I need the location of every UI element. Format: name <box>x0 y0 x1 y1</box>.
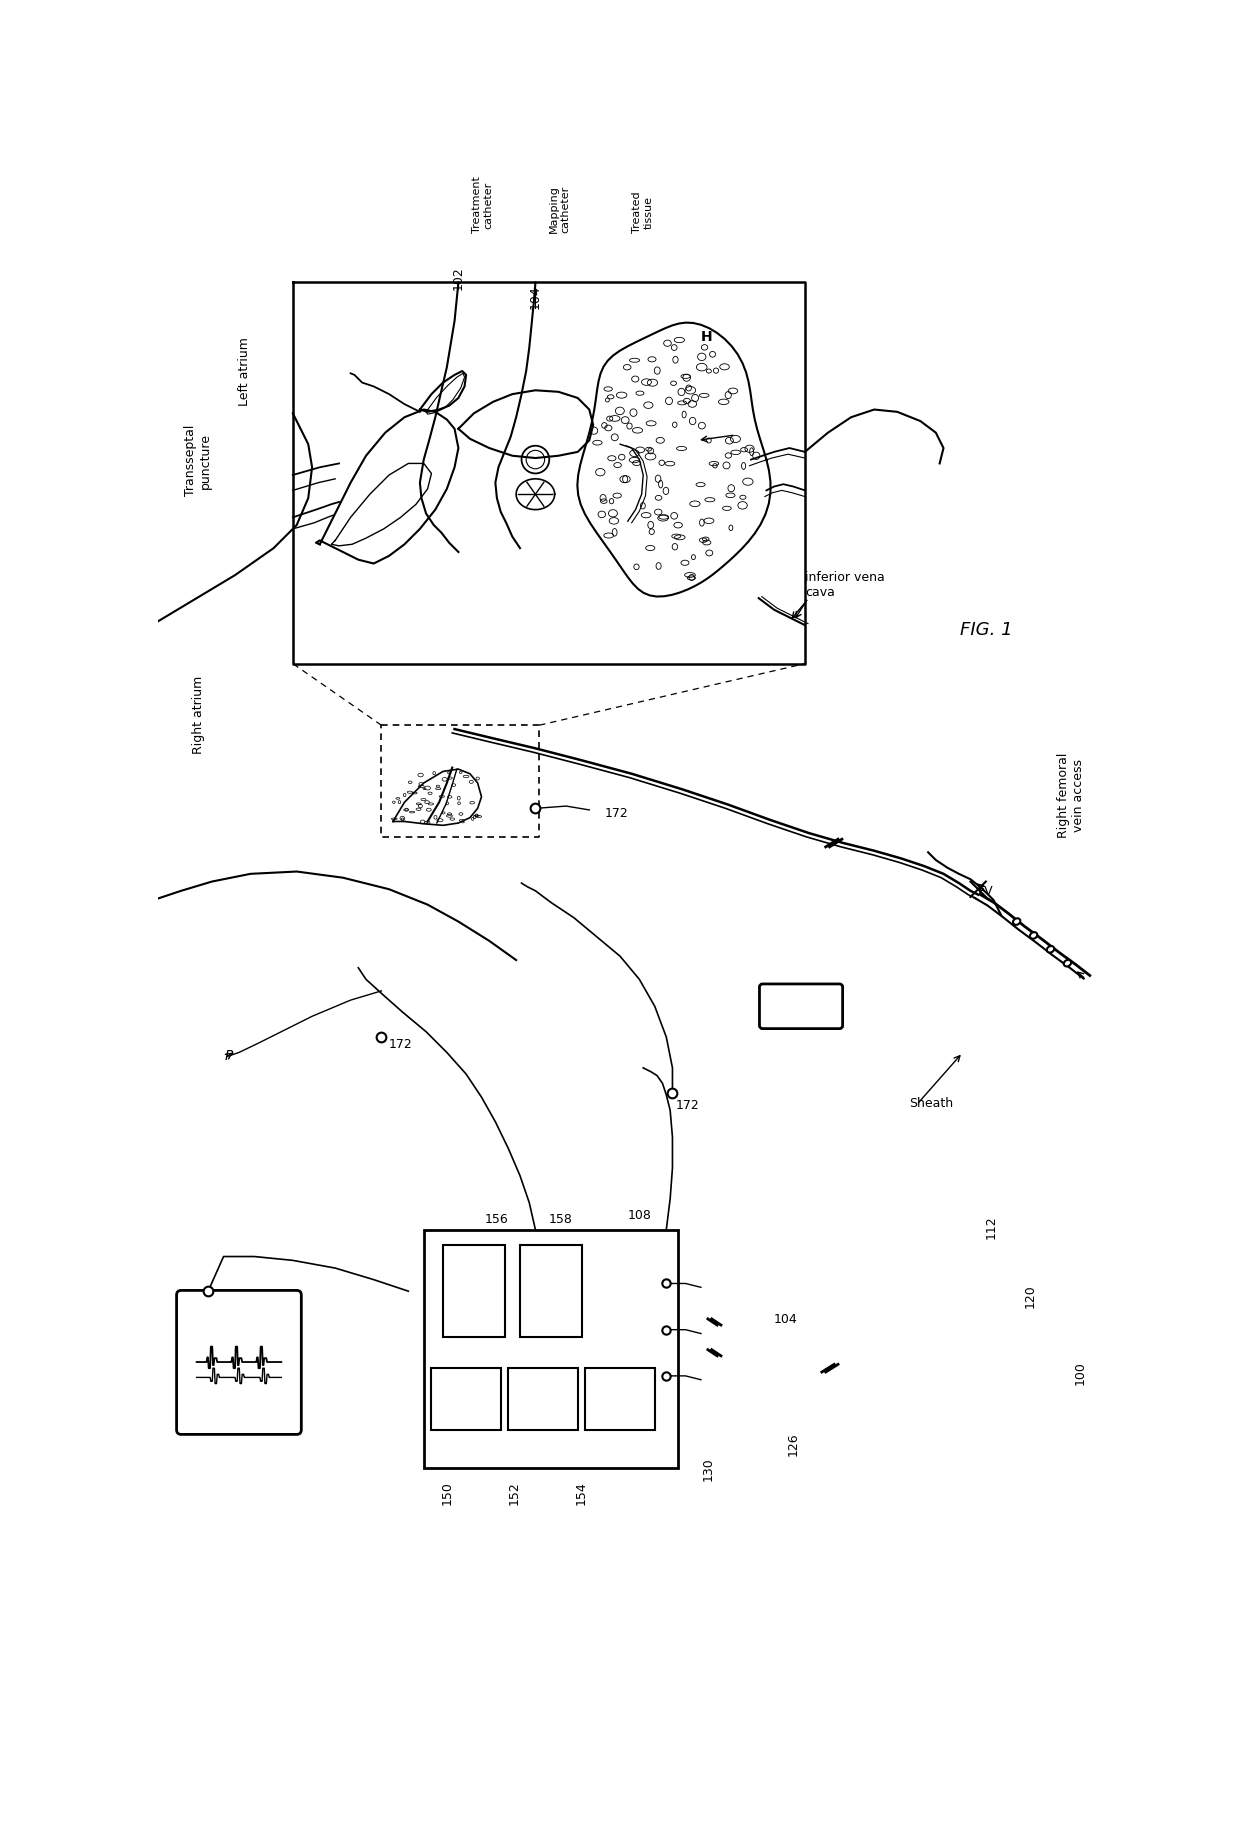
FancyBboxPatch shape <box>759 985 843 1029</box>
Text: Right femoral
vein access: Right femoral vein access <box>1056 752 1085 837</box>
Text: 150: 150 <box>440 1480 454 1504</box>
Ellipse shape <box>1030 933 1038 939</box>
Text: 156: 156 <box>485 1212 508 1225</box>
Text: P: P <box>224 1048 233 1063</box>
Ellipse shape <box>1064 961 1071 967</box>
Bar <box>443 1246 505 1338</box>
Text: 108: 108 <box>627 1209 651 1222</box>
Text: 126: 126 <box>787 1432 800 1454</box>
Bar <box>508 1368 578 1430</box>
Text: 100: 100 <box>1074 1360 1087 1384</box>
Text: 104: 104 <box>529 285 542 309</box>
Text: inferior vena
cava: inferior vena cava <box>805 571 884 599</box>
Bar <box>520 1246 582 1338</box>
Bar <box>585 1368 655 1430</box>
Text: 172: 172 <box>389 1037 413 1050</box>
Text: FV: FV <box>978 885 993 898</box>
Text: 130: 130 <box>702 1456 715 1480</box>
Text: 154: 154 <box>575 1480 588 1504</box>
Text: 102: 102 <box>451 266 465 290</box>
Text: Sheath: Sheath <box>909 1096 954 1109</box>
Text: 152: 152 <box>507 1480 521 1504</box>
Text: 172: 172 <box>676 1100 699 1112</box>
Text: 120: 120 <box>1023 1284 1037 1308</box>
Text: 158: 158 <box>549 1212 573 1225</box>
Text: Treated
tissue: Treated tissue <box>632 192 653 233</box>
Text: FIG. 1: FIG. 1 <box>960 621 1012 639</box>
Text: 106: 106 <box>789 1000 813 1013</box>
Text: 112: 112 <box>985 1214 998 1238</box>
Text: Mapping
catheter: Mapping catheter <box>549 185 570 233</box>
Text: Transseptal
puncture: Transseptal puncture <box>185 425 212 495</box>
Text: Right atrium: Right atrium <box>192 675 205 754</box>
Ellipse shape <box>1013 918 1021 926</box>
Text: Left atrium: Left atrium <box>238 338 250 407</box>
Text: 104: 104 <box>774 1312 797 1325</box>
Bar <box>424 1231 678 1469</box>
FancyBboxPatch shape <box>176 1290 301 1434</box>
Bar <box>432 1368 501 1430</box>
Text: 110: 110 <box>188 1355 212 1368</box>
Text: H: H <box>701 331 712 344</box>
Text: Treatment
catheter: Treatment catheter <box>472 176 494 233</box>
Ellipse shape <box>1047 946 1054 954</box>
Text: 172: 172 <box>605 806 629 819</box>
